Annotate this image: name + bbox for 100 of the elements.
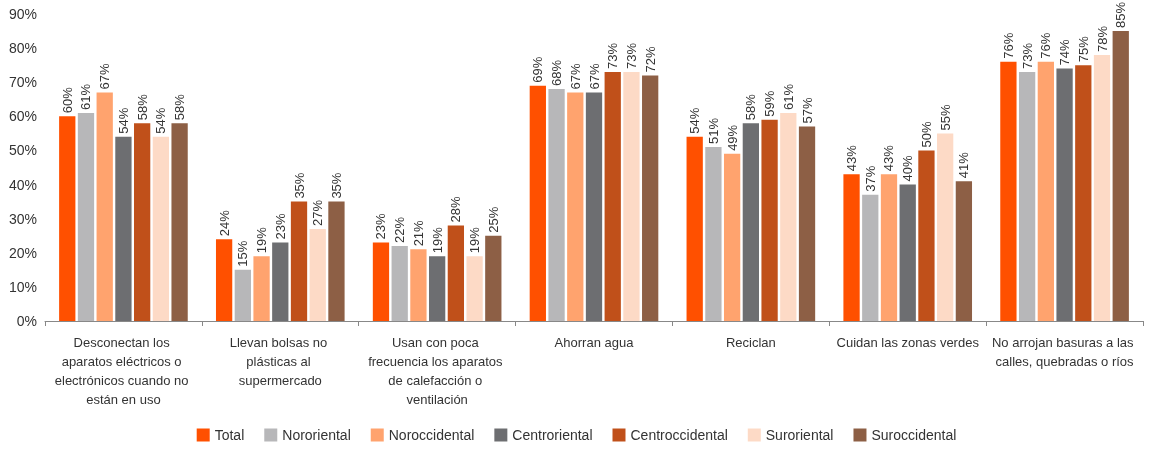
- bar: [77, 112, 95, 321]
- bar: [96, 92, 113, 321]
- data-label: 19%: [467, 226, 483, 254]
- data-label: 40%: [900, 155, 916, 182]
- data-label: 51%: [705, 117, 721, 145]
- data-label: 67%: [97, 63, 113, 90]
- bar: [429, 256, 446, 321]
- legend-label: Noroccidental: [388, 427, 475, 443]
- bar: [372, 242, 390, 321]
- data-label: 49%: [724, 124, 740, 151]
- bar: [1037, 61, 1054, 321]
- bar: [1000, 61, 1017, 321]
- bar: [115, 136, 132, 321]
- data-label: 35%: [291, 172, 307, 199]
- data-label: 23%: [272, 213, 288, 240]
- data-label: 60%: [59, 86, 75, 114]
- y-tick-label: 90%: [8, 6, 37, 22]
- data-label: 22%: [392, 216, 408, 243]
- data-label: 24%: [216, 209, 232, 237]
- bar: [134, 123, 151, 321]
- bar: [272, 242, 289, 321]
- data-label: 55%: [937, 103, 953, 131]
- y-tick-label: 50%: [8, 142, 37, 159]
- bar: [880, 174, 898, 321]
- bar: [485, 235, 502, 321]
- data-label: 78%: [1094, 25, 1110, 52]
- bar: [761, 119, 778, 321]
- bar: [1093, 54, 1111, 321]
- data-label: 54%: [153, 107, 169, 134]
- data-label: 54%: [687, 107, 703, 134]
- data-label: 61%: [780, 83, 796, 110]
- bar: [391, 245, 408, 321]
- data-label: 19%: [429, 226, 445, 254]
- data-label: 73%: [605, 42, 621, 69]
- data-label: 58%: [743, 93, 759, 121]
- bar: [253, 256, 270, 321]
- bar: [742, 123, 759, 321]
- bar: [548, 89, 565, 321]
- bar: [529, 85, 546, 321]
- data-label: 19%: [254, 226, 270, 254]
- bar: [604, 71, 621, 321]
- data-label: 85%: [1113, 1, 1129, 29]
- bar: [152, 136, 170, 321]
- x-tick-label: Usan con poca frecuencia los aparatos de calefacción o ventilación: [368, 335, 507, 407]
- bar: [780, 112, 797, 321]
- data-label: 54%: [115, 107, 131, 134]
- data-label: 75%: [1075, 35, 1091, 63]
- x-tick-label: Ahorran agua: [554, 335, 635, 350]
- x-tick-label: Reciclan: [725, 335, 776, 350]
- legend-label: Centroriental: [512, 427, 593, 443]
- bar: [447, 225, 465, 321]
- bar: [843, 174, 860, 321]
- data-label: 37%: [862, 165, 878, 192]
- bar: [723, 153, 741, 321]
- bar: [1018, 71, 1036, 321]
- bar: [410, 249, 427, 321]
- y-tick-label: 40%: [8, 176, 37, 193]
- x-tick-label: Cuidan las zonas verdes: [836, 335, 980, 350]
- data-label: 69%: [530, 56, 546, 83]
- y-tick-label: 10%: [8, 278, 37, 295]
- data-label: 28%: [448, 196, 464, 223]
- data-label: 58%: [134, 93, 150, 121]
- bar: [234, 269, 251, 321]
- y-tick-label: 30%: [8, 210, 37, 227]
- bar: [171, 123, 188, 321]
- data-label: 35%: [328, 172, 344, 199]
- bar: [1056, 68, 1073, 321]
- y-tick-label: 60%: [8, 108, 37, 125]
- legend-label: Centroccidental: [630, 427, 728, 443]
- legend-label: Suroccidental: [871, 427, 957, 443]
- x-tick-label: Desconectan los aparatos eléctricos o electrónicos cuando no están en uso: [54, 335, 193, 407]
- data-label: 15%: [235, 240, 251, 267]
- y-tick-label: 0%: [16, 313, 37, 329]
- bar: [466, 256, 483, 321]
- legend-label: Nororiental: [282, 427, 351, 443]
- data-label: 67%: [586, 63, 602, 90]
- data-label: 25%: [485, 206, 501, 233]
- bar: [899, 184, 916, 321]
- bar: [937, 133, 954, 321]
- bar: [567, 92, 584, 321]
- bar: [585, 92, 603, 321]
- bar: [862, 194, 879, 321]
- data-label: 61%: [78, 83, 94, 110]
- data-label: 73%: [1019, 42, 1035, 69]
- bar: [955, 181, 973, 321]
- bar: [215, 239, 233, 321]
- bar: [59, 116, 76, 321]
- data-label: 73%: [623, 42, 639, 69]
- data-label: 57%: [799, 97, 815, 124]
- data-label: 76%: [1038, 32, 1054, 59]
- legend-label: Total: [214, 427, 245, 443]
- data-label: 67%: [567, 63, 583, 90]
- data-label: 43%: [881, 144, 897, 172]
- bar: [1112, 31, 1129, 321]
- bar: [623, 71, 640, 321]
- bar: [686, 136, 703, 321]
- data-label: 68%: [549, 59, 565, 87]
- data-label: 50%: [918, 120, 934, 148]
- x-tick-label: Llevan bolsas no plásticas al supermercado: [229, 335, 331, 388]
- y-tick-label: 70%: [8, 74, 37, 91]
